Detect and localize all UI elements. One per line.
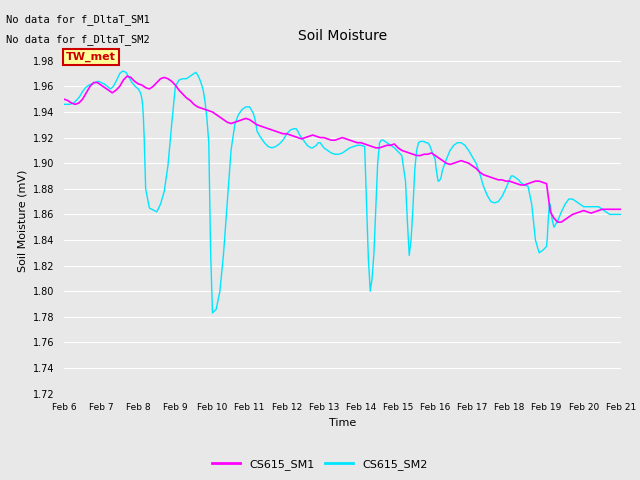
- X-axis label: Time: Time: [329, 418, 356, 428]
- Title: Soil Moisture: Soil Moisture: [298, 29, 387, 43]
- Y-axis label: Soil Moisture (mV): Soil Moisture (mV): [17, 169, 27, 272]
- Legend: CS615_SM1, CS615_SM2: CS615_SM1, CS615_SM2: [208, 455, 432, 474]
- Text: No data for f_DltaT_SM1: No data for f_DltaT_SM1: [6, 14, 150, 25]
- Text: TW_met: TW_met: [66, 51, 116, 62]
- Text: No data for f_DltaT_SM2: No data for f_DltaT_SM2: [6, 34, 150, 45]
